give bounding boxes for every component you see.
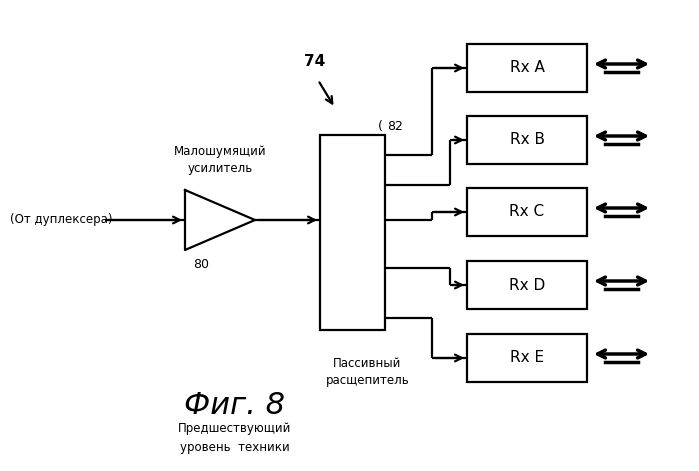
Text: Rx C: Rx C [510, 204, 545, 219]
Text: Малошумящий
усилитель: Малошумящий усилитель [173, 145, 266, 175]
Text: Rx E: Rx E [510, 350, 544, 365]
Text: (: ( [378, 120, 383, 133]
Bar [467, 44, 587, 92]
Bar [467, 261, 587, 309]
Text: Rx A: Rx A [510, 60, 545, 75]
Bar [467, 334, 587, 382]
Text: Фиг. 8: Фиг. 8 [185, 390, 285, 420]
Text: 74: 74 [304, 55, 326, 70]
Text: 80: 80 [193, 258, 209, 271]
Text: Rx B: Rx B [510, 132, 545, 147]
Text: Rx D: Rx D [509, 277, 545, 292]
Text: (От дуплексера): (От дуплексера) [10, 213, 113, 227]
Text: Пассивный
расщепитель: Пассивный расщепитель [326, 357, 410, 387]
Text: 82: 82 [387, 120, 403, 133]
Bar [320, 135, 385, 330]
Bar [467, 116, 587, 164]
Bar [467, 188, 587, 236]
Text: Предшествующий
уровень  техники: Предшествующий уровень техники [178, 422, 291, 454]
